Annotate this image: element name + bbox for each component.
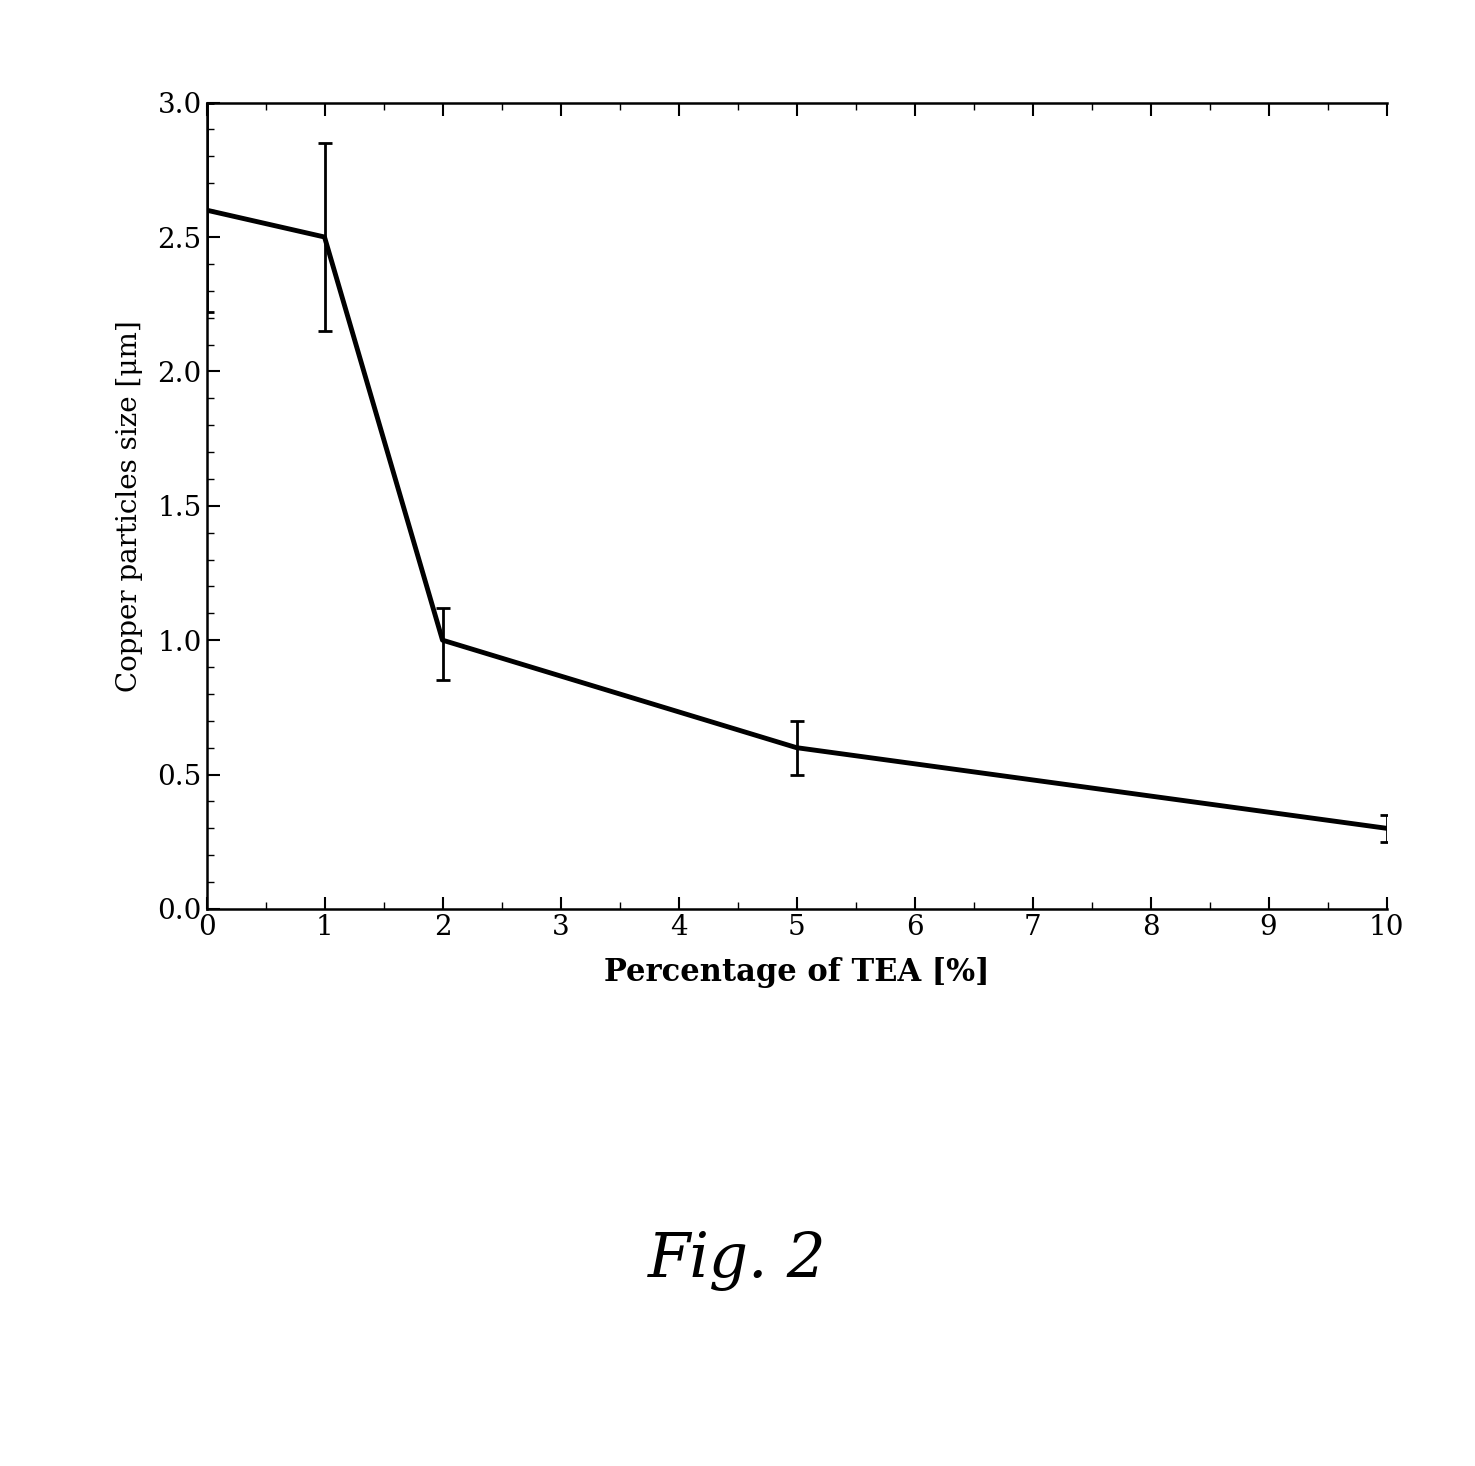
Text: Fig. 2: Fig. 2 [648,1231,827,1290]
Y-axis label: Copper particles size [μm]: Copper particles size [μm] [117,320,143,692]
X-axis label: Percentage of TEA [%]: Percentage of TEA [%] [603,957,990,988]
